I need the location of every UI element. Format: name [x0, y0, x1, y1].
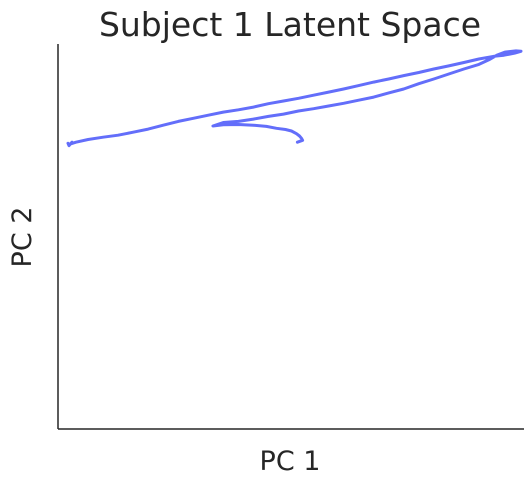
- plot-area: [66, 49, 523, 148]
- x-axis-label: PC 1: [260, 446, 321, 477]
- y-axis-label: PC 2: [7, 207, 38, 268]
- chart-title: Subject 1 Latent Space: [99, 5, 481, 44]
- trajectory-line: [66, 49, 523, 148]
